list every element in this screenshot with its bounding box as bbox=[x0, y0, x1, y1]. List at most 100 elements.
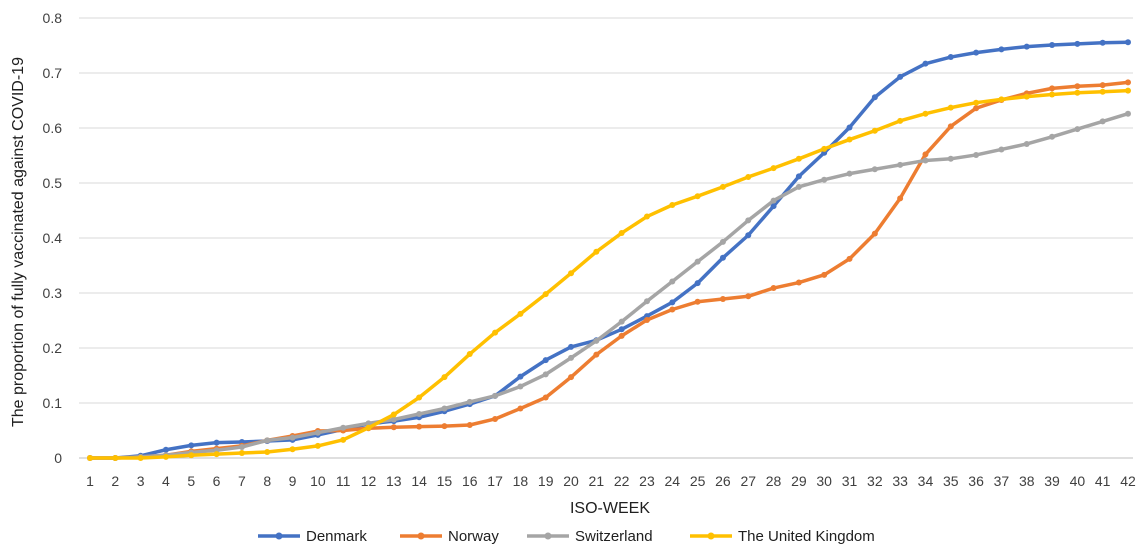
data-point bbox=[264, 448, 271, 455]
x-tick-label: 38 bbox=[1019, 473, 1035, 489]
data-point bbox=[694, 258, 701, 265]
y-tick-label: 0.6 bbox=[43, 120, 63, 136]
data-point bbox=[1099, 88, 1106, 95]
data-point bbox=[87, 455, 93, 461]
data-point bbox=[568, 354, 575, 361]
data-point bbox=[998, 96, 1005, 103]
data-point bbox=[719, 296, 726, 303]
series-norway bbox=[87, 79, 1131, 461]
series-line-the-united-kingdom bbox=[88, 88, 1130, 460]
legend-marker bbox=[417, 532, 425, 540]
data-point bbox=[542, 357, 549, 364]
x-tick-label: 13 bbox=[386, 473, 402, 489]
data-point bbox=[466, 398, 473, 405]
data-point bbox=[897, 161, 904, 168]
data-point bbox=[694, 280, 701, 287]
data-point bbox=[340, 424, 347, 431]
x-tick-label: 41 bbox=[1095, 473, 1111, 489]
data-point bbox=[441, 423, 448, 430]
data-point bbox=[289, 446, 296, 453]
data-point bbox=[390, 411, 397, 418]
x-tick-label: 25 bbox=[690, 473, 706, 489]
data-point bbox=[795, 183, 802, 190]
data-point bbox=[542, 371, 549, 378]
data-point bbox=[1023, 140, 1030, 147]
data-point bbox=[719, 238, 726, 245]
legend-label: The United Kingdom bbox=[738, 528, 875, 545]
data-point bbox=[846, 170, 853, 177]
data-point bbox=[643, 213, 650, 220]
data-point bbox=[238, 444, 245, 450]
data-point bbox=[745, 232, 752, 239]
x-tick-label: 39 bbox=[1044, 473, 1060, 489]
data-point bbox=[846, 255, 853, 262]
x-tick-label: 27 bbox=[740, 473, 756, 489]
y-tick-label: 0.7 bbox=[43, 65, 63, 81]
data-point bbox=[922, 60, 929, 67]
data-point bbox=[390, 416, 397, 423]
data-point bbox=[770, 203, 777, 210]
x-tick-label: 19 bbox=[538, 473, 554, 489]
x-tick-label: 2 bbox=[111, 473, 119, 489]
data-point bbox=[441, 374, 448, 381]
legend-label: Norway bbox=[448, 528, 499, 545]
legend-marker bbox=[707, 532, 715, 540]
data-point bbox=[568, 343, 575, 350]
x-tick-label: 30 bbox=[816, 473, 832, 489]
data-point bbox=[441, 405, 448, 412]
data-point bbox=[188, 452, 195, 459]
data-point bbox=[542, 394, 549, 401]
data-point bbox=[517, 383, 524, 390]
data-point bbox=[1023, 43, 1030, 50]
data-point bbox=[998, 46, 1005, 53]
data-point bbox=[821, 145, 828, 152]
data-point bbox=[365, 424, 372, 431]
series-line-norway bbox=[88, 80, 1130, 460]
data-point bbox=[542, 291, 549, 298]
data-point bbox=[1049, 41, 1056, 48]
data-point bbox=[162, 446, 169, 453]
y-axis-ticks: 0 0.1 0.2 0.3 0.4 0.5 0.6 0.7 0.8 bbox=[43, 10, 63, 466]
data-point bbox=[137, 455, 144, 461]
data-point bbox=[719, 254, 726, 261]
data-point bbox=[973, 99, 980, 106]
x-axis-title: ISO-WEEK bbox=[570, 500, 650, 517]
x-tick-label: 21 bbox=[589, 473, 605, 489]
data-point bbox=[238, 450, 245, 457]
data-point bbox=[517, 405, 524, 412]
data-point bbox=[795, 173, 802, 180]
legend-item-switzerland: Switzerland bbox=[527, 528, 653, 545]
x-tick-label: 36 bbox=[968, 473, 984, 489]
x-tick-label: 34 bbox=[918, 473, 934, 489]
data-point bbox=[1125, 110, 1131, 117]
x-tick-label: 31 bbox=[842, 473, 858, 489]
legend-label: Switzerland bbox=[575, 528, 653, 545]
data-point bbox=[871, 230, 878, 237]
data-point bbox=[568, 270, 575, 277]
y-tick-label: 0 bbox=[54, 450, 62, 466]
data-point bbox=[390, 424, 397, 431]
data-point bbox=[593, 248, 600, 255]
data-point bbox=[492, 392, 499, 399]
x-tick-label: 17 bbox=[487, 473, 503, 489]
data-point bbox=[897, 73, 904, 80]
data-point bbox=[618, 326, 625, 333]
data-point bbox=[416, 423, 423, 430]
data-point bbox=[795, 155, 802, 162]
x-tick-label: 4 bbox=[162, 473, 170, 489]
y-axis-title: The proportion of fully vaccinated again… bbox=[10, 57, 27, 427]
data-point bbox=[846, 124, 853, 131]
x-tick-label: 8 bbox=[263, 473, 271, 489]
data-point bbox=[618, 332, 625, 339]
data-point bbox=[922, 157, 929, 164]
x-tick-label: 23 bbox=[639, 473, 655, 489]
data-point bbox=[618, 318, 625, 325]
data-point bbox=[1049, 133, 1056, 140]
series-the-united-kingdom bbox=[87, 87, 1131, 461]
data-point bbox=[897, 117, 904, 124]
data-point bbox=[618, 230, 625, 237]
series-switzerland bbox=[87, 110, 1131, 461]
series-line-switzerland bbox=[88, 111, 1130, 460]
data-point bbox=[593, 337, 600, 344]
